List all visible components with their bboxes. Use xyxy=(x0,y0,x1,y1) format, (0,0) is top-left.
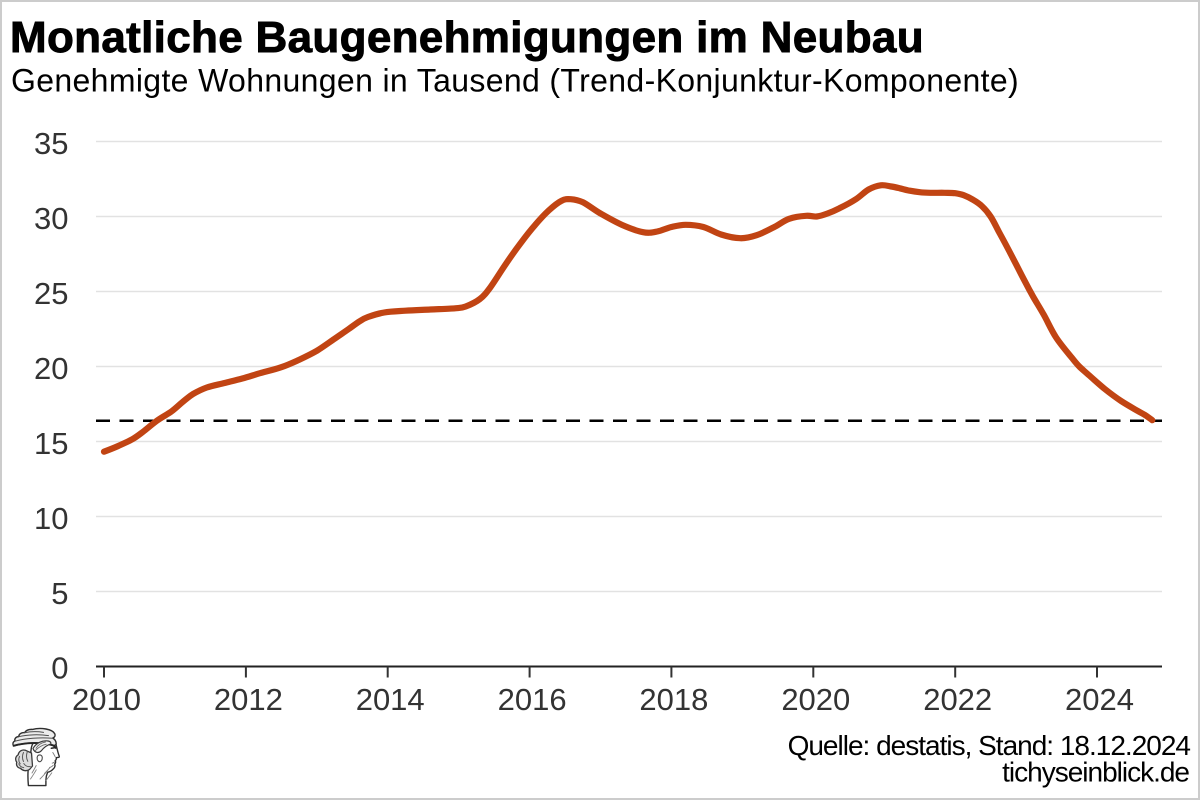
svg-text:20: 20 xyxy=(34,351,68,386)
svg-text:Monatliche Baugenehmigungen im: Monatliche Baugenehmigungen im Neubau xyxy=(10,13,924,62)
svg-text:2018: 2018 xyxy=(639,682,708,717)
svg-text:35: 35 xyxy=(34,126,68,161)
svg-text:2010: 2010 xyxy=(72,682,141,717)
svg-text:15: 15 xyxy=(34,426,68,461)
svg-text:5: 5 xyxy=(51,576,68,611)
svg-text:2012: 2012 xyxy=(214,682,283,717)
svg-text:tichyseinblick.de: tichyseinblick.de xyxy=(1002,757,1189,788)
svg-text:0: 0 xyxy=(51,651,68,686)
svg-text:2014: 2014 xyxy=(356,682,425,717)
svg-text:10: 10 xyxy=(34,501,68,536)
svg-text:2022: 2022 xyxy=(923,682,992,717)
svg-text:Quelle: destatis, Stand: 18.12: Quelle: destatis, Stand: 18.12.2024 xyxy=(788,730,1191,761)
svg-text:25: 25 xyxy=(34,276,68,311)
svg-text:30: 30 xyxy=(34,201,68,236)
svg-text:2020: 2020 xyxy=(781,682,850,717)
svg-text:2016: 2016 xyxy=(498,682,567,717)
svg-text:2024: 2024 xyxy=(1065,682,1134,717)
svg-text:Genehmigte Wohnungen in Tausen: Genehmigte Wohnungen in Tausend (Trend-K… xyxy=(11,63,1019,99)
